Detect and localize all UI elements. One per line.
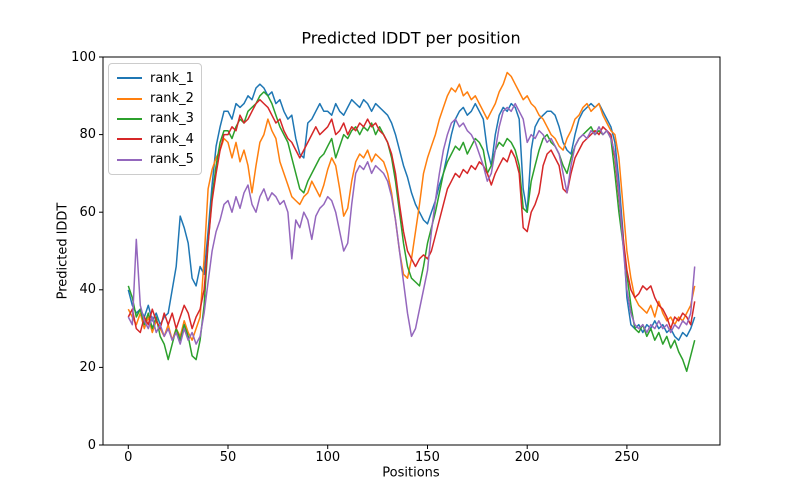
y-tick-label: 0 <box>87 437 96 453</box>
rank-5-line-swatch <box>117 158 142 161</box>
legend-label: rank_2 <box>150 91 194 107</box>
x-tick-label: 50 <box>219 450 237 465</box>
rank-1-line-swatch <box>117 77 142 80</box>
legend-item-rank-3: rank_3 <box>109 112 201 125</box>
y-tick-label: 60 <box>79 204 96 220</box>
y-tick-label: 80 <box>79 127 96 143</box>
y-tick-label: 20 <box>79 359 96 375</box>
rank-4-line-swatch <box>117 138 142 141</box>
legend-item-rank-1: rank_1 <box>109 72 201 85</box>
legend: rank_1 rank_2 rank_3 rank_4 rank_5 <box>108 63 202 175</box>
legend-label: rank_3 <box>150 111 194 127</box>
y-tick-label: 100 <box>71 49 96 65</box>
legend-item-rank-5: rank_5 <box>109 153 201 166</box>
x-tick-label: 100 <box>315 450 341 465</box>
x-tick-label: 150 <box>415 450 440 465</box>
rank-2-line-swatch <box>117 97 142 100</box>
y-tick-label: 40 <box>79 282 96 298</box>
x-tick-label: 200 <box>514 450 540 465</box>
rank-3-line-swatch <box>117 117 142 120</box>
legend-item-rank-2: rank_2 <box>109 92 201 105</box>
chart-title: Predicted lDDT per position <box>301 28 521 48</box>
legend-item-rank-4: rank_4 <box>109 133 201 146</box>
x-tick-label: 0 <box>124 450 133 465</box>
legend-label: rank_4 <box>150 131 194 147</box>
x-axis-label: Positions <box>382 465 440 481</box>
legend-label: rank_5 <box>150 152 194 168</box>
legend-label: rank_1 <box>150 70 194 86</box>
x-tick-label: 250 <box>614 450 640 465</box>
